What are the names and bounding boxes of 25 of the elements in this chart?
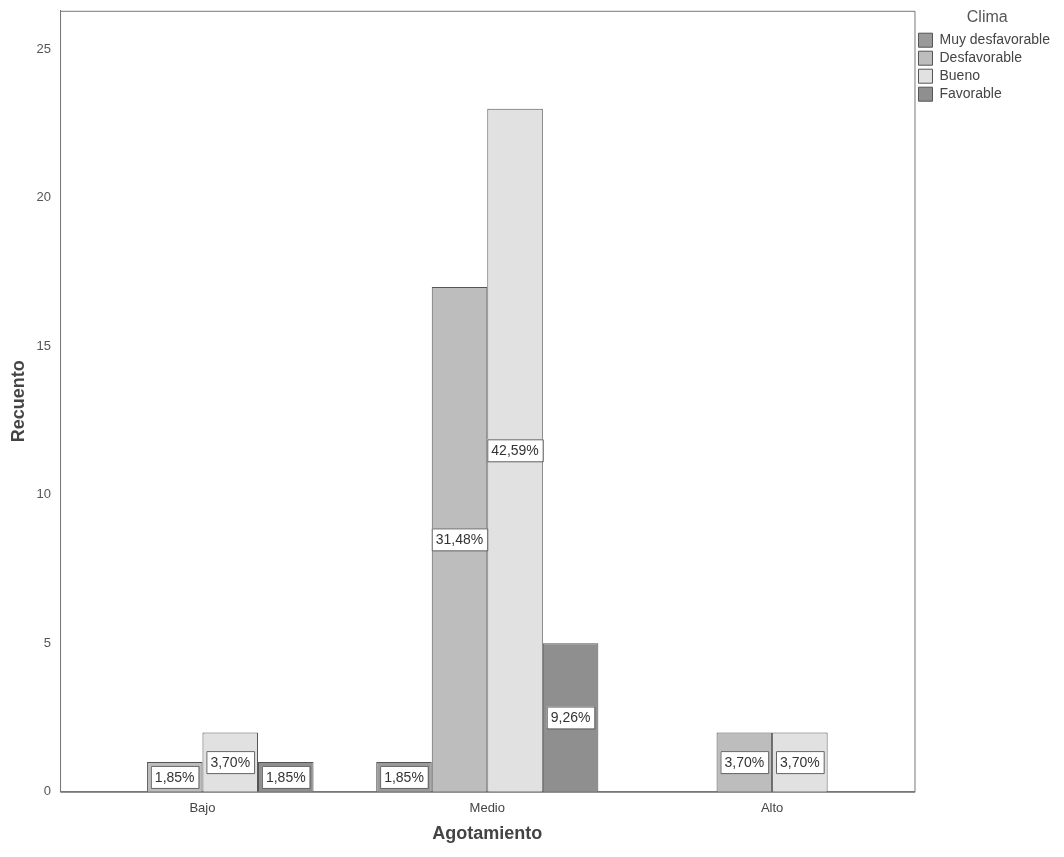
annotation: 1,85% <box>154 768 195 785</box>
y-tick-label: 25 <box>36 40 52 56</box>
y-tick-label: 10 <box>36 486 52 502</box>
annotation: 42,59% <box>491 442 539 459</box>
annotation: 3,70% <box>210 753 251 770</box>
legend-label: Favorable <box>939 85 1002 102</box>
y-axis-title: Recuento <box>7 360 28 443</box>
annotation: 1,85% <box>265 768 306 785</box>
y-tick-label: 20 <box>36 189 52 205</box>
legend-label: Bueno <box>939 67 981 84</box>
x-tick-label: Bajo <box>189 800 216 816</box>
x-tick-label: Alto <box>760 800 784 816</box>
annotation: 9,26% <box>550 709 591 726</box>
x-tick-label: Medio <box>469 800 505 816</box>
y-tick-label: 0 <box>43 783 52 799</box>
annotation: 3,70% <box>724 753 765 770</box>
y-tick-label: 5 <box>43 634 52 650</box>
annotation: 3,70% <box>780 753 820 770</box>
legend-title: Clima <box>966 8 1008 26</box>
x-axis-title: Agotamiento <box>432 823 543 844</box>
legend-label: Desfavorable <box>939 49 1023 66</box>
annotation: 31,48% <box>435 531 484 548</box>
y-tick-label: 15 <box>36 337 52 353</box>
legend-label: Muy desfavorable <box>939 31 1051 48</box>
annotation: 1,85% <box>384 768 424 785</box>
